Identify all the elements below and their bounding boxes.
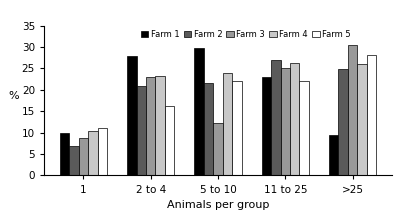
Bar xyxy=(156,76,165,175)
Bar xyxy=(98,128,107,175)
X-axis label: Animals per group: Animals per group xyxy=(167,200,269,210)
Bar xyxy=(165,106,174,175)
Bar xyxy=(348,45,357,175)
Bar xyxy=(338,69,348,175)
Bar xyxy=(329,135,338,175)
Bar xyxy=(88,131,98,175)
Bar xyxy=(146,77,156,175)
Bar xyxy=(300,81,309,175)
Bar xyxy=(290,63,300,175)
Bar xyxy=(367,55,376,175)
Bar xyxy=(194,48,204,175)
Bar xyxy=(357,64,367,175)
Bar xyxy=(213,123,223,175)
Legend: Farm 1, Farm 2, Farm 3, Farm 4, Farm 5: Farm 1, Farm 2, Farm 3, Farm 4, Farm 5 xyxy=(141,30,351,39)
Bar xyxy=(69,146,79,175)
Bar xyxy=(223,73,232,175)
Y-axis label: %: % xyxy=(8,91,19,101)
Bar xyxy=(60,133,69,175)
Bar xyxy=(204,83,213,175)
Bar xyxy=(262,77,271,175)
Bar xyxy=(271,60,280,175)
Bar xyxy=(136,86,146,175)
Bar xyxy=(280,68,290,175)
Bar xyxy=(127,56,136,175)
Bar xyxy=(232,81,242,175)
Bar xyxy=(79,138,88,175)
